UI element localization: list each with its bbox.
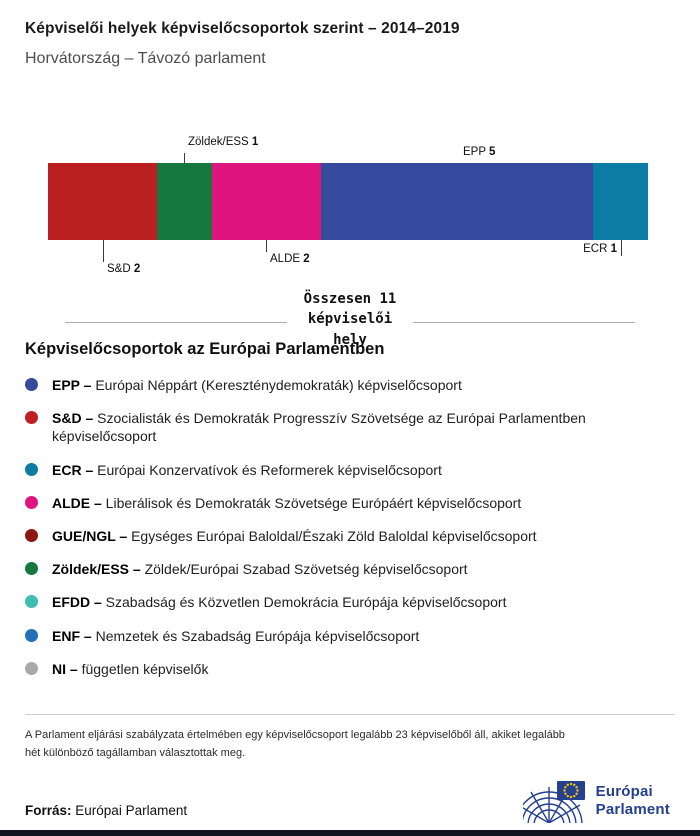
bar-label-alde: ALDE 2 [270,253,310,265]
legend-label-alde: ALDE – Liberálisok és Demokraták Szövets… [52,494,522,511]
footnote-section: A Parlament eljárási szabályzata értelmé… [25,714,675,762]
bar-label-epp: EPP 5 [463,146,496,158]
legend-label-ni: NI – független képviselők [52,660,209,677]
bar-segment-z-ldek-ess [157,163,212,240]
callout-line-z-ldek-ess [184,153,185,163]
callout-line-ecr [621,240,622,256]
legend-label-z-ldek-ess: Zöldek/ESS – Zöldek/Európai Szabad Szöve… [52,561,468,578]
callout-line-alde [266,240,267,252]
legend-item-gue-ngl: GUE/NGL – Egységes Európai Baloldal/Észa… [25,527,675,545]
page-title: Képviselői helyek képviselőcsoportok sze… [25,20,460,37]
page-subtitle: Horvátország – Távozó parlament [25,50,266,67]
legend-dot-ni [25,661,38,675]
legend-section: Képviselőcsoportok az Európai Parlamentb… [25,340,675,678]
legend-dot-gue-ngl [25,528,38,542]
eu-flag-stars [562,782,579,799]
callout-line-s-d [103,240,104,262]
legend-item-epp: EPP – Európai Néppárt (Kereszténydemokra… [25,376,675,394]
ep-hemicycle-flag-icon [522,781,585,823]
source-label: Forrás: [25,803,72,818]
bar-segment-s-d [48,163,158,240]
legend-dot-z-ldek-ess [25,562,38,576]
footnote-text: A Parlament eljárási szabályzata értelmé… [25,729,565,760]
legend-dot-efdd [25,595,38,609]
ep-logo-text-line1: Európai [595,783,653,800]
legend-item-ecr: ECR – Európai Konzervatívok és Reformere… [25,461,675,479]
legend-label-epp: EPP – Európai Néppárt (Kereszténydemokra… [52,377,462,393]
bar-segment-alde [211,163,321,240]
ep-logo: Európai Parlament [522,779,670,823]
bar-segment-epp [320,163,594,240]
legend-label-efdd: EFDD – Szabadság és Közvetlen Demokrácia… [52,594,507,611]
legend-item-z-ldek-ess: Zöldek/ESS – Zöldek/Európai Szabad Szöve… [25,560,675,578]
legend-dot-ecr [25,462,38,476]
legend-title: Képviselőcsoportok az Európai Parlamentb… [25,340,385,358]
legend-dot-alde [25,495,38,509]
legend-dot-s-d [25,411,38,425]
legend-dot-epp [25,378,38,391]
bar-segment-ecr [593,163,648,240]
legend-item-efdd: EFDD – Szabadság és Közvetlen Demokrácia… [25,593,675,611]
total-divider-left [65,322,287,323]
eu-flag [556,781,585,800]
legend-dot-enf [25,628,38,642]
legend-label-s-d: S&D – Szocialisták és Demokraták Progres… [52,410,586,445]
legend-label-enf: ENF – Nemzetek és Szabadság Európája kép… [52,627,420,644]
legend-item-s-d: S&D – Szocialisták és Demokraták Progres… [25,409,675,445]
bar-label-z-ldek-ess: Zöldek/ESS 1 [188,136,259,148]
legend-list: EPP – Európai Néppárt (Kereszténydemokra… [25,376,675,678]
ep-logo-text: Európai Parlament [596,783,670,819]
source-line: Forrás: Európai Parlament [25,803,187,818]
bar-label-s-d: S&D 2 [107,263,141,275]
total-divider-right [413,322,635,323]
ep-logo-text-line2: Parlament [595,801,670,818]
bar-label-ecr: ECR 1 [583,243,617,255]
total-seats-label: Összesen 11 képviselői hely [303,291,397,348]
legend-item-alde: ALDE – Liberálisok és Demokraták Szövets… [25,494,675,512]
seat-distribution-chart: S&D 2 Zöldek/ESS 1 ALDE 2 EPP 5 ECR 1 Összes… [0,135,700,355]
legend-label-ecr: ECR – Európai Konzervatívok és Reformere… [52,461,442,478]
legend-label-gue-ngl: GUE/NGL – Egységes Európai Baloldal/Észa… [52,527,537,544]
legend-item-ni: NI – független képviselők [25,660,675,678]
legend-item-enf: ENF – Nemzetek és Szabadság Európája kép… [25,627,675,645]
bottom-accent-bar [0,830,700,836]
source-value: Európai Parlament [75,803,188,818]
